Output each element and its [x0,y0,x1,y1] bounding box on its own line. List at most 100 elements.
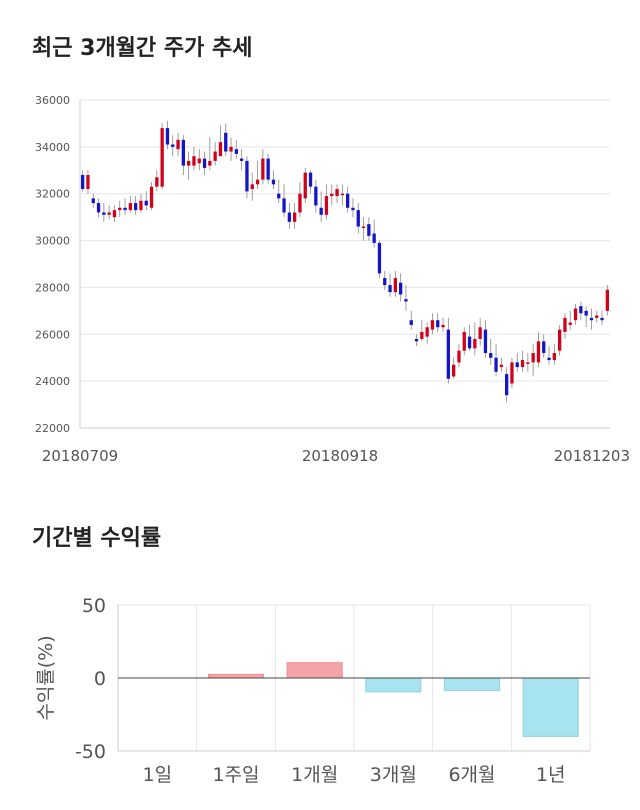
candle-body [425,327,429,337]
candle-body [478,327,482,339]
candle-body [409,320,413,325]
candle-body [176,139,180,150]
candle-body [81,174,85,190]
x-tick-label: 1일 [143,764,173,786]
y-tick-label: 24000 [35,375,70,388]
candle-body [573,308,578,321]
candle-body [377,242,382,274]
x-tick-label: 20180709 [42,447,118,465]
candle-body [579,306,583,314]
period-return-title: 기간별 수익률 [32,526,162,551]
candle-body [149,186,154,208]
candle-body [118,207,122,211]
y-tick-label: 22000 [35,422,70,435]
candle-body [446,329,450,379]
candle-body [139,200,143,211]
candle-body [245,160,249,192]
candle-body [600,317,604,321]
y-tick-label: -50 [75,741,106,763]
y-tick-label: 30000 [35,235,70,248]
candle-body [144,200,148,206]
candle-body [234,149,238,154]
return-bar [207,673,265,679]
candle-body [202,158,207,168]
candle-body [436,320,440,328]
candle-body [303,172,307,199]
candle-body [112,210,117,218]
candle-body [165,128,170,145]
candle-body [102,212,106,215]
candle-body [208,160,212,166]
candle-body [399,282,403,295]
candle-body [404,299,408,302]
candle-body [361,226,366,229]
candle-body [483,329,488,354]
x-tick-label: 6개월 [448,764,495,786]
candle-body [91,198,95,204]
candle-body [526,362,530,364]
candle-body [86,174,90,190]
candle-body [293,212,297,222]
candle-body [356,210,360,227]
candle-body [255,179,260,185]
candle-body [420,331,424,339]
candle-body [282,198,286,213]
candle-body [414,338,419,342]
candle-body [160,128,164,187]
candle-body [595,315,599,318]
candle-body [489,353,493,358]
candle-body [589,317,594,321]
candle-body [128,203,132,211]
candle-body [298,193,302,213]
price-trend-title: 최근 3개월간 주가 추세 [32,36,253,61]
y-tick-label: 36000 [35,94,70,107]
candle-body [134,203,138,211]
candle-body [261,158,265,180]
candle-body [229,146,233,152]
candle-body [335,189,339,197]
candle-body [240,158,244,161]
candle-body [271,179,276,185]
candle-body [605,289,609,311]
candle-body [568,322,572,325]
candle-body [197,158,201,164]
candle-body [473,338,477,349]
candle-body [123,207,127,211]
candle-body [510,362,514,384]
y-tick-label: 28000 [35,281,70,294]
candle-body [171,144,175,147]
candle-body [287,212,291,222]
candle-body [314,186,318,206]
y-axis-label: 수익률(%) [35,635,57,720]
candle-body [181,139,185,166]
candle-body [558,329,562,351]
x-tick-label: 1개월 [291,764,338,786]
candle-body [393,278,397,293]
candle-body [547,357,551,361]
candle-body [563,317,567,332]
x-tick-label: 1년 [536,764,566,786]
candle-body [330,193,334,197]
candle-body [552,353,556,361]
candle-body [340,193,344,196]
candle-body [462,331,466,351]
candle-body [520,360,525,368]
candle-body [187,160,191,166]
y-tick-label: 32000 [35,188,70,201]
y-tick-label: 26000 [35,328,70,341]
candle-body [308,172,313,187]
candle-body [584,310,588,316]
candle-body [388,285,392,293]
candle-body [218,142,223,157]
x-tick-label: 20181203 [554,447,630,465]
y-tick-label: 34000 [35,141,70,154]
candle-body [499,364,503,368]
candle-body [515,362,519,368]
candle-body [324,196,329,215]
return-bar [522,677,579,737]
candle-body [266,158,270,180]
candle-body [430,320,435,330]
candle-body [96,203,101,213]
return-bar [286,662,343,679]
y-tick-label: 50 [82,595,106,617]
